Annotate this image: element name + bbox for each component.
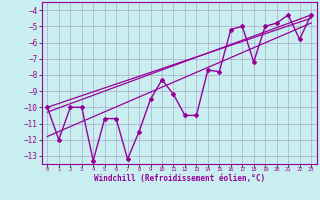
X-axis label: Windchill (Refroidissement éolien,°C): Windchill (Refroidissement éolien,°C) <box>94 174 265 183</box>
